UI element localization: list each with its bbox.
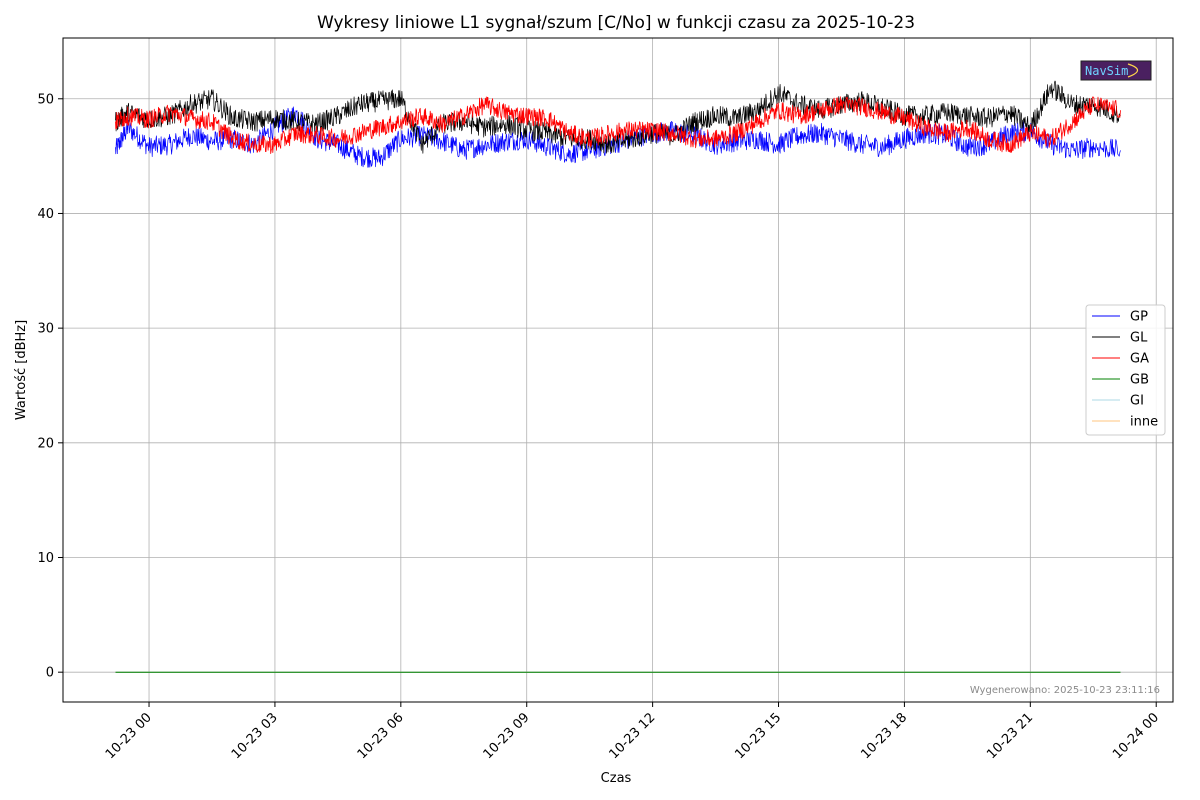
y-tick-label: 30 [37, 322, 54, 337]
x-tick-label: 10-23 21 [984, 710, 1036, 762]
x-axis: 10-23 00 10-23 03 10-23 06 10-23 09 10-23 12… [103, 702, 1162, 762]
series-line-gl [115, 80, 1121, 154]
legend-label-gb: GB [1130, 373, 1149, 388]
y-axis: 0 10 20 30 40 50 [37, 92, 63, 681]
legend-label-inne: inne [1130, 415, 1158, 430]
plot-frame [62, 37, 1174, 703]
x-tick-label: 10-24 00 [1110, 710, 1162, 762]
legend[interactable]: GP GL GA GB GI inne [1085, 304, 1166, 436]
logo: NavSim [1080, 60, 1152, 81]
y-tick-label: 0 [46, 666, 54, 681]
chart-title: Wykresy liniowe L1 sygnał/szum [C/No] w … [317, 13, 915, 33]
y-tick-label: 40 [37, 207, 54, 222]
plot-area [115, 80, 1121, 673]
y-tick-label: 10 [37, 551, 54, 566]
legend-label-gp: GP [1130, 310, 1148, 325]
legend-label-ga: GA [1130, 352, 1149, 367]
y-tick-label: 20 [37, 436, 54, 451]
x-tick-label: 10-23 00 [103, 710, 155, 762]
y-tick-label: 50 [37, 92, 54, 107]
x-tick-label: 10-23 12 [607, 710, 659, 762]
logo-swoosh-icon [1127, 63, 1139, 78]
x-tick-label: 10-23 09 [481, 710, 533, 762]
legend-label-gl: GL [1130, 331, 1148, 346]
logo-text: NavSim [1085, 64, 1128, 78]
y-axis-label: Wartość [dBHz] [14, 320, 29, 420]
legend-label-gi: GI [1130, 394, 1144, 409]
generated-footnote: Wygenerowano: 2025-10-23 23:11:16 [970, 685, 1160, 696]
x-tick-label: 10-23 03 [229, 710, 281, 762]
x-tick-label: 10-23 18 [858, 710, 910, 762]
x-tick-label: 10-23 06 [355, 710, 407, 762]
x-tick-label: 10-23 15 [732, 710, 784, 762]
series-line-ga [115, 96, 1121, 155]
x-axis-label: Czas [601, 771, 632, 786]
